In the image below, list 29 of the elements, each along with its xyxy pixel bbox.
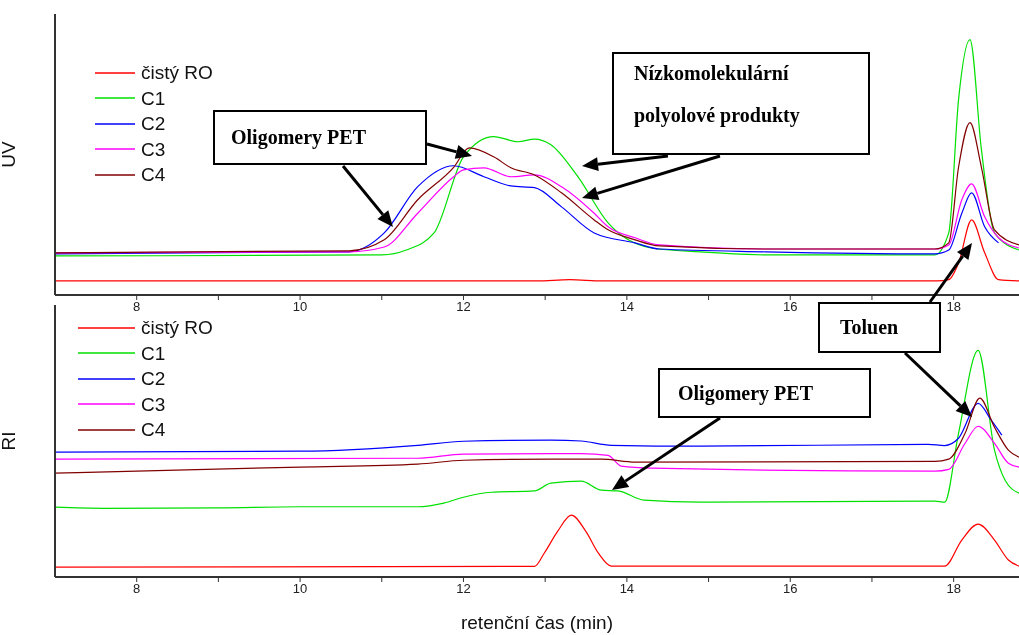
legend-label: C4 [141,419,166,441]
x-tick-label: 16 [783,299,798,315]
y-axis-title: UV [0,140,19,168]
annotation: Oligomery PET [678,382,813,404]
x-tick-label: 10 [292,299,308,315]
x-tick-label: 12 [456,299,471,315]
y-axis-title: RI [0,431,19,451]
legend-label: C3 [141,138,166,160]
legend-label: C2 [141,368,166,390]
x-tick-label: 18 [946,299,961,315]
legend-label: C1 [141,87,166,109]
annotation: Oligomery PET [231,126,366,148]
x-tick-label: 16 [783,581,798,597]
annotation: Nízkomolekulární polyolové produkty [634,62,800,126]
x-tick-label: 14 [619,581,635,597]
legend-label: C4 [141,164,166,186]
legend-label: C3 [141,393,166,415]
legend-label: čistý RO [141,317,213,339]
x-axis-title: retenční čas (min) [460,612,614,633]
legend-label: C1 [141,342,166,364]
legend-label: C2 [141,113,166,135]
x-tick-label: 14 [619,299,635,315]
x-tick-label: 8 [133,299,141,315]
text: Toluen [840,316,899,338]
x-tick-label: 18 [946,581,961,597]
x-tick-label: 10 [292,581,308,597]
legend-label: čistý RO [141,62,213,84]
x-tick-label: 8 [133,581,141,597]
x-tick-label: 12 [456,581,471,597]
